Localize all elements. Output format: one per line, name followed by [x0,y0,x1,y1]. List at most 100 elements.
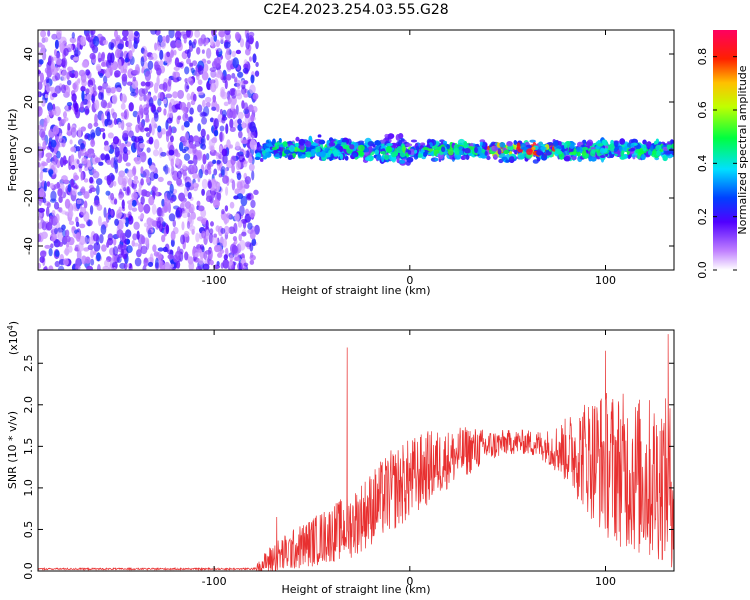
heatmap-cell-signal [399,159,406,164]
heatmap-cell-noise [112,261,118,270]
heatmap-cell-noise [140,245,148,255]
heatmap-cell-noise [113,118,118,125]
heatmap-cell-noise [100,53,105,62]
heatmap-cell-noise [205,229,210,240]
heatmap-cell-noise [159,261,166,270]
heatmap-cell-signal [318,139,326,145]
heatmap-cell-noise [65,85,71,96]
heatmap-cell-noise [134,156,142,165]
heatmap-cell-noise [70,127,77,138]
heatmap-cell-signal [386,143,393,147]
heatmap-cell-noise [201,230,207,239]
heatmap-cell-signal [517,152,525,160]
heatmap-cell-noise [183,153,191,161]
heatmap-cell-noise [227,96,232,105]
heatmap-cell-noise [197,79,203,85]
heatmap-cell-noise [156,75,160,87]
heatmap-cell-noise [222,154,228,165]
heatmap-cell-noise [83,178,89,183]
heatmap-cell-noise [106,175,112,186]
heatmap-cell-noise [205,219,209,230]
heatmap-cell-noise [139,95,144,102]
heatmap-cell-noise [248,56,253,62]
heatmap-cell-noise [242,67,249,74]
heatmap-cell-noise [143,93,147,102]
heatmap-cell-noise [165,93,173,99]
heatmap-cell-noise [165,34,170,44]
heatmap-cell-noise [159,59,164,66]
heatmap-cell-noise [108,65,113,73]
heatmap-cell-noise [202,263,210,270]
heatmap-cell-signal [646,141,652,148]
heatmap-cell-signal [434,157,439,162]
heatmap-cell-noise [173,66,180,71]
spectrogram-xtick-label: -100 [202,274,227,287]
heatmap-cell-noise [133,175,139,181]
heatmap-cell-noise [49,182,55,189]
heatmap-cell-noise [76,249,82,261]
heatmap-cell-noise [86,100,91,109]
heatmap-cell-noise [196,149,203,161]
heatmap-cell-signal [374,140,382,146]
heatmap-cell-noise [68,220,75,226]
heatmap-cell-signal [479,141,484,146]
heatmap-cell-noise [141,88,149,95]
heatmap-cell-noise [204,169,209,176]
heatmap-cell-signal [410,139,418,143]
heatmap-cell-noise [202,153,207,165]
heatmap-cell-noise [211,30,217,37]
heatmap-cell-noise [103,145,111,152]
heatmap-cell-noise [83,247,90,252]
heatmap-cell-noise [48,55,52,67]
heatmap-cell-noise [84,134,89,140]
heatmap-cell-signal [254,156,261,160]
heatmap-cell-noise [67,183,72,193]
heatmap-cell-noise [220,227,226,235]
heatmap-cell-noise [73,49,81,57]
colorbar-label: Normalized spectral amplitude [736,65,749,234]
heatmap-cell-noise [61,69,67,81]
heatmap-cell-noise [157,247,164,252]
heatmap-cell-signal [536,156,541,162]
heatmap-cell-noise [73,184,79,190]
heatmap-cell-noise [181,124,185,131]
heatmap-cell-noise [93,250,97,256]
heatmap-cell-signal [505,159,510,163]
heatmap-cell-noise [226,47,231,55]
heatmap-cell-noise [152,109,159,115]
heatmap-cell-signal [641,154,646,161]
heatmap-cell-signal [447,149,454,156]
heatmap-cell-signal [591,148,596,154]
heatmap-cell-noise [175,157,180,166]
heatmap-cell-noise [148,123,152,134]
heatmap-cell-noise [238,233,242,242]
heatmap-cell-noise [105,85,112,96]
heatmap-cell-signal [349,144,355,150]
spectrogram-ytick-label: 20 [22,95,35,109]
heatmap-cell-noise [206,134,210,141]
heatmap-cell-noise [80,101,84,112]
heatmap-cell-noise [174,31,182,40]
heatmap-cell-noise [249,242,254,252]
heatmap-cell-noise [220,91,228,100]
heatmap-cell-signal [526,148,533,156]
heatmap-cell-noise [107,132,114,139]
heatmap-cell-noise [229,254,234,262]
heatmap-cell-signal [266,143,273,147]
heatmap-cell-noise [77,78,81,84]
heatmap-cell-noise [50,243,54,249]
heatmap-cell-signal [599,155,606,159]
heatmap-cell-signal [586,139,594,147]
heatmap-cell-noise [38,162,41,168]
snr-ylabel: SNR (10 * v/v) [6,411,19,489]
heatmap-cell-noise [132,69,139,75]
spectrogram-xtick-label: 100 [595,274,616,287]
heatmap-cell-noise [52,125,60,135]
heatmap-cell-noise [232,155,237,163]
heatmap-cell-noise [69,155,75,166]
heatmap-cell-noise [99,128,106,133]
snr-xlabel: Height of straight line (km) [281,583,430,596]
heatmap-cell-signal [342,144,349,149]
heatmap-cell-noise [121,73,128,82]
